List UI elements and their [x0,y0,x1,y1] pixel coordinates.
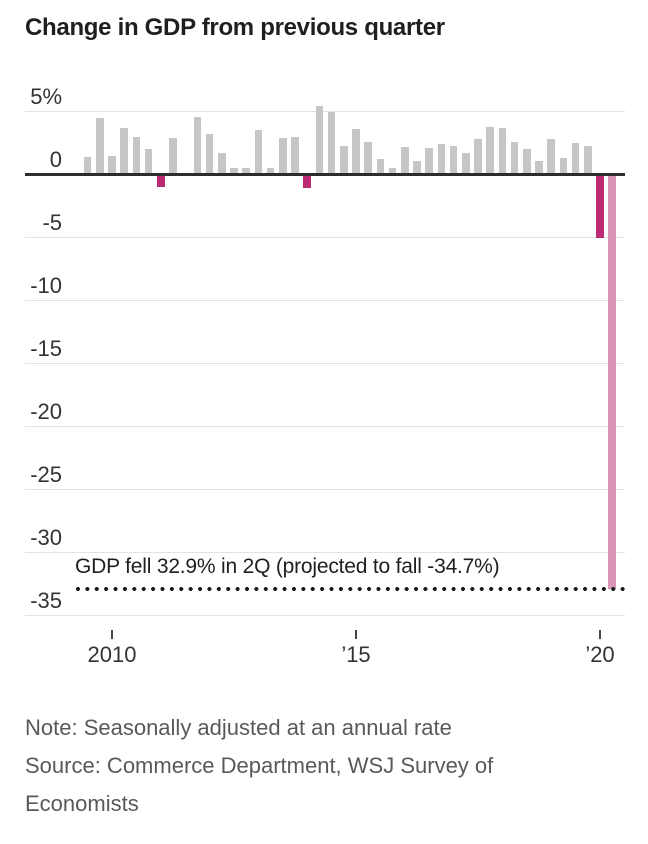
bar-2015-Q4 [388,168,397,173]
bar-2019-Q1 [547,139,556,173]
y-axis-label-0: 0 [49,146,62,172]
y-axis-label--5: -5 [42,209,62,235]
y-gridline--20 [25,426,625,427]
bar-2013-Q3 [278,137,287,173]
footnote-block: Note: Seasonally adjusted at an annual r… [25,709,493,823]
bar-2017-Q4 [486,126,495,173]
bar-2014-Q1 [303,176,312,189]
bar-2011-Q4 [193,116,202,173]
y-axis-label--30: -30 [30,524,62,550]
bar-2012-Q1 [205,134,214,173]
x-tick-2010 [111,630,113,639]
y-gridline--25 [25,489,625,490]
bar-2019-Q4 [583,145,592,173]
bar-2009-Q3 [83,156,92,173]
bar-2012-Q3 [230,168,238,173]
bar-2011-Q2 [169,137,177,173]
bar-2010-Q1 [108,155,116,173]
bar-2013-Q4 [291,136,299,173]
y-axis-label--15: -15 [30,335,62,361]
x-tick-15 [355,630,357,639]
bar-2020-Q1 [596,176,604,238]
bar-2012-Q4 [242,168,251,173]
bar-2010-Q2 [120,127,129,173]
y-axis-label-5%: 5% [30,83,62,109]
y-gridline-5% [25,111,625,112]
y-gridline--30 [25,552,625,553]
x-axis-label-15: ’15 [341,642,371,667]
source-text-line2: Economists [25,791,139,816]
y-gridline--5 [25,237,625,238]
bar-2018-Q4 [535,160,543,173]
bar-2014-Q3 [327,111,336,173]
x-axis-label-20: ’20 [585,642,615,667]
bar-2017-Q2 [461,153,470,173]
bar-2019-Q2 [559,158,568,173]
bar-2010-Q4 [144,149,153,173]
x-axis-label-2010: 2010 [87,642,137,667]
bar-2010-Q3 [132,136,141,173]
y-axis-label--10: -10 [30,272,62,298]
bar-2018-Q2 [510,141,519,173]
source-text-line1: Source: Commerce Department, WSJ Survey … [25,753,494,778]
y-axis-label--20: -20 [30,398,62,424]
bar-2020-Q2 [608,176,617,590]
note-text: Note: Seasonally adjusted at an annual r… [25,715,452,740]
bar-2014-Q4 [339,145,348,173]
bar-2015-Q2 [364,141,373,173]
annotation-text: GDP fell 32.9% in 2Q (projected to fall … [75,555,500,578]
bar-2018-Q1 [498,127,507,173]
y-gridline--35 [25,615,625,616]
bar-2011-Q1 [156,176,165,188]
bar-2016-Q2 [413,160,421,173]
bar-2016-Q1 [400,146,409,173]
bar-2016-Q4 [437,144,446,173]
bar-2012-Q2 [217,153,226,173]
bar-2015-Q1 [352,129,360,173]
bar-2019-Q3 [571,143,580,173]
bar-2009-Q4 [95,117,104,173]
y-axis-label--35: -35 [30,587,62,613]
y-axis-label--25: -25 [30,461,62,487]
bar-2014-Q2 [315,106,324,173]
chart-title: Change in GDP from previous quarter [25,14,445,41]
bar-2018-Q3 [522,149,531,173]
bar-2013-Q2 [266,168,275,173]
bar-2015-Q3 [376,159,385,173]
projection-dotted-line [75,586,628,592]
y-gridline--10 [25,300,625,301]
zero-baseline [25,173,625,176]
bar-2016-Q3 [425,148,434,173]
bar-2017-Q1 [449,145,458,173]
bar-2017-Q3 [474,139,482,173]
bar-2013-Q1 [254,130,263,173]
x-tick-20 [599,630,601,639]
y-gridline--15 [25,363,625,364]
